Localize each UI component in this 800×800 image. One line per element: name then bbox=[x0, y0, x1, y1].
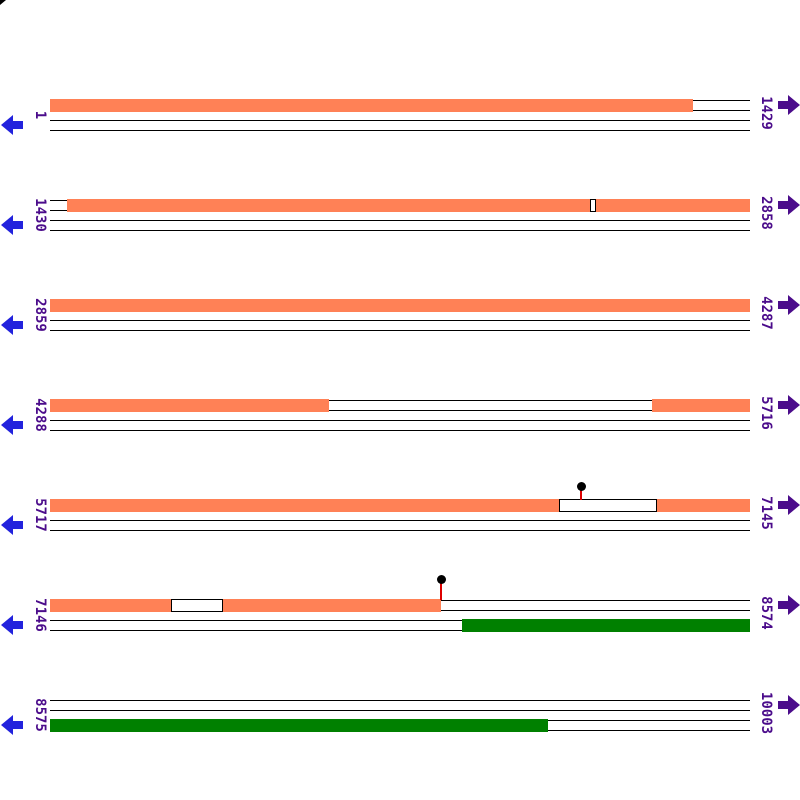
row-start-position-label: 1430 bbox=[32, 198, 48, 232]
scroll-right-button[interactable] bbox=[778, 495, 800, 515]
scroll-left-button[interactable] bbox=[1, 215, 23, 235]
forward-feature-bar[interactable] bbox=[596, 199, 750, 212]
row-end-position-label: 5716 bbox=[758, 396, 774, 430]
point-feature-marker-head[interactable] bbox=[576, 482, 586, 491]
sequence-line bbox=[50, 710, 750, 711]
forward-feature-bar[interactable] bbox=[50, 299, 750, 312]
scroll-left-button[interactable] bbox=[1, 315, 23, 335]
forward-feature-bar[interactable] bbox=[652, 399, 750, 412]
row-end-position-label: 10003 bbox=[758, 691, 774, 735]
sequence-line bbox=[50, 330, 750, 331]
right-arrow-icon bbox=[778, 595, 800, 615]
right-arrow-icon bbox=[778, 695, 800, 715]
scroll-right-button[interactable] bbox=[778, 295, 800, 315]
point-feature-marker-stem[interactable] bbox=[440, 583, 442, 600]
corner-artifact bbox=[0, 0, 6, 5]
scroll-left-button[interactable] bbox=[1, 115, 23, 135]
scroll-right-button[interactable] bbox=[778, 95, 800, 115]
sequence-line bbox=[50, 520, 750, 521]
sequence-line bbox=[50, 630, 750, 631]
right-arrow-icon bbox=[778, 95, 800, 115]
sequence-line bbox=[50, 410, 750, 411]
scroll-left-button[interactable] bbox=[1, 515, 23, 535]
sequence-line bbox=[50, 320, 750, 321]
left-arrow-icon bbox=[1, 715, 23, 735]
row-end-position-label: 8574 bbox=[758, 596, 774, 630]
forward-feature-bar[interactable] bbox=[50, 499, 559, 512]
row-start-position-label: 7146 bbox=[32, 598, 48, 632]
left-arrow-icon bbox=[1, 115, 23, 135]
left-arrow-icon bbox=[1, 215, 23, 235]
reverse-feature-bar[interactable] bbox=[462, 619, 750, 632]
map-row: 4288 5716 bbox=[0, 395, 800, 435]
scroll-left-button[interactable] bbox=[1, 715, 23, 735]
sequence-line bbox=[50, 420, 750, 421]
row-end-position-label: 1429 bbox=[758, 96, 774, 130]
left-arrow-icon bbox=[1, 515, 23, 535]
sequence-line bbox=[50, 620, 750, 621]
map-row: 5717 7145 bbox=[0, 482, 800, 535]
sequence-line bbox=[50, 130, 750, 131]
row-end-position-label: 4287 bbox=[758, 296, 774, 330]
scroll-right-button[interactable] bbox=[778, 195, 800, 215]
map-row: 2859 4287 bbox=[0, 295, 800, 335]
row-start-position-label: 1 bbox=[32, 110, 48, 120]
forward-feature-bar[interactable] bbox=[657, 499, 750, 512]
left-arrow-icon bbox=[1, 315, 23, 335]
forward-feature-bar[interactable] bbox=[223, 599, 441, 612]
map-row: 1430 2858 bbox=[0, 195, 800, 235]
map-row: 8575 10003 bbox=[0, 692, 800, 735]
feature-gap-box[interactable] bbox=[171, 599, 223, 612]
feature-gap-box[interactable] bbox=[590, 199, 596, 212]
forward-feature-bar[interactable] bbox=[50, 599, 171, 612]
row-end-position-label: 2858 bbox=[758, 196, 774, 230]
point-feature-marker-head[interactable] bbox=[436, 575, 446, 584]
scroll-right-button[interactable] bbox=[778, 695, 800, 715]
right-arrow-icon bbox=[778, 495, 800, 515]
right-arrow-icon bbox=[778, 395, 800, 415]
scroll-left-button[interactable] bbox=[1, 415, 23, 435]
forward-feature-bar[interactable] bbox=[50, 99, 693, 112]
left-arrow-icon bbox=[1, 415, 23, 435]
scroll-right-button[interactable] bbox=[778, 395, 800, 415]
map-row: 1 1429 bbox=[0, 95, 800, 135]
right-arrow-icon bbox=[778, 195, 800, 215]
row-end-position-label: 7145 bbox=[758, 496, 774, 530]
row-start-position-label: 2859 bbox=[32, 298, 48, 332]
row-start-position-label: 5717 bbox=[32, 498, 48, 532]
feature-gap-box[interactable] bbox=[559, 499, 657, 512]
sequence-line bbox=[50, 530, 750, 531]
scroll-left-button[interactable] bbox=[1, 615, 23, 635]
point-feature-marker-stem[interactable] bbox=[580, 490, 582, 500]
sequence-line bbox=[50, 700, 750, 701]
left-arrow-icon bbox=[1, 615, 23, 635]
sequence-line bbox=[50, 220, 750, 221]
sequence-line bbox=[50, 430, 750, 431]
sequence-line bbox=[50, 400, 750, 401]
sequence-line bbox=[50, 230, 750, 231]
sequence-line bbox=[50, 120, 750, 121]
forward-feature-bar[interactable] bbox=[67, 199, 590, 212]
forward-feature-bar[interactable] bbox=[50, 399, 329, 412]
reverse-feature-bar[interactable] bbox=[50, 719, 548, 732]
row-start-position-label: 8575 bbox=[32, 698, 48, 732]
row-start-position-label: 4288 bbox=[32, 398, 48, 432]
right-arrow-icon bbox=[778, 295, 800, 315]
scroll-right-button[interactable] bbox=[778, 595, 800, 615]
map-row: 7146 8574 bbox=[0, 575, 800, 635]
